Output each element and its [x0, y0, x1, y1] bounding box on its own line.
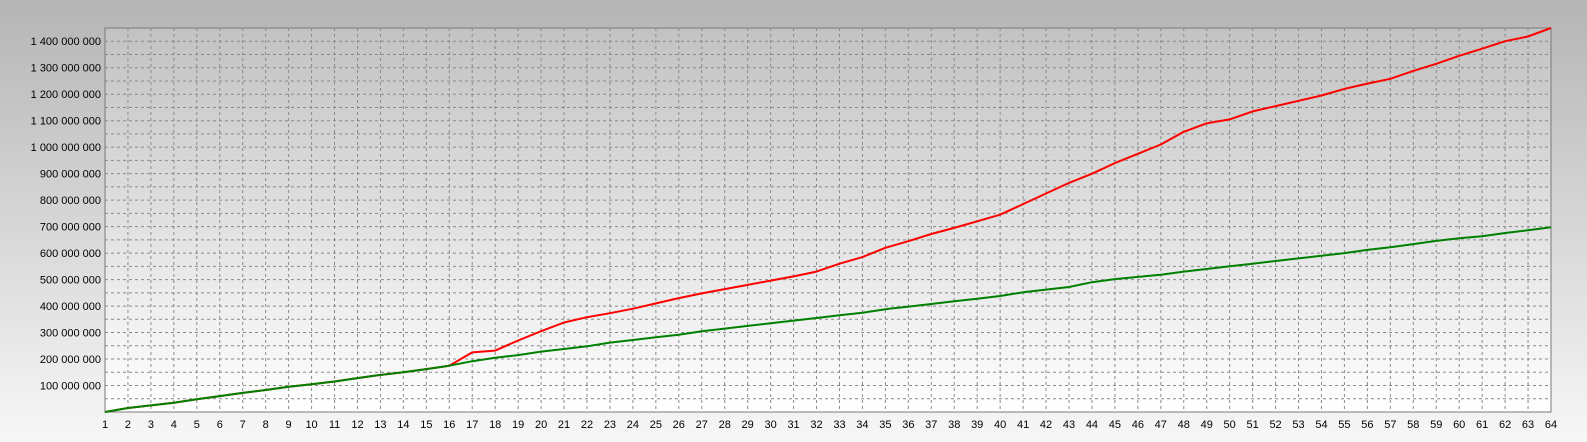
y-axis-ticks: 100 000 000 200 000 000 300 000 000 400 000…: [31, 36, 101, 392]
y-tick-label: 1 100 000 000: [31, 116, 101, 128]
x-tick-label: 53: [1292, 419, 1304, 431]
x-tick-label: 17: [466, 419, 478, 431]
x-tick-label: 3: [148, 419, 154, 431]
x-tick-label: 55: [1338, 419, 1350, 431]
x-tick-label: 16: [443, 419, 455, 431]
x-tick-label: 33: [833, 419, 845, 431]
x-tick-label: 39: [971, 419, 983, 431]
x-tick-label: 12: [351, 419, 363, 431]
series-group: [104, 27, 1552, 413]
x-tick-label: 56: [1361, 419, 1373, 431]
x-tick-label: 64: [1545, 419, 1557, 431]
x-tick-label: 27: [696, 419, 708, 431]
x-tick-label: 19: [512, 419, 524, 431]
x-tick-label: 42: [1040, 419, 1052, 431]
x-tick-label: 26: [673, 419, 685, 431]
x-tick-label: 40: [994, 419, 1006, 431]
x-tick-label: 48: [1178, 419, 1190, 431]
y-tick-label: 200 000 000: [40, 354, 101, 366]
x-tick-label: 22: [581, 419, 593, 431]
y-tick-label: 1 200 000 000: [31, 89, 101, 101]
y-tick-label: 800 000 000: [40, 195, 101, 207]
x-tick-label: 21: [558, 419, 570, 431]
y-tick-label: 100 000 000: [40, 381, 101, 393]
x-tick-label: 15: [420, 419, 432, 431]
plot-area: [104, 27, 1552, 413]
x-tick-label: 1: [102, 419, 108, 431]
x-tick-label: 35: [879, 419, 891, 431]
y-tick-label: 500 000 000: [40, 275, 101, 287]
x-tick-label: 36: [902, 419, 914, 431]
x-tick-label: 7: [240, 419, 246, 431]
y-tick-label: 1 000 000 000: [31, 142, 101, 154]
x-tick-label: 10: [305, 419, 317, 431]
y-tick-label: 300 000 000: [40, 328, 101, 340]
x-tick-label: 11: [329, 419, 340, 431]
x-tick-label: 59: [1430, 419, 1442, 431]
x-tick-label: 41: [1017, 419, 1029, 431]
x-tick-label: 8: [263, 419, 269, 431]
x-tick-label: 2: [125, 419, 131, 431]
series-line-2: [104, 226, 1552, 413]
x-tick-label: 30: [764, 419, 776, 431]
x-tick-label: 52: [1269, 419, 1281, 431]
x-tick-label: 50: [1224, 419, 1236, 431]
x-tick-label: 60: [1453, 419, 1465, 431]
x-tick-label: 5: [194, 419, 200, 431]
y-tick-label: 400 000 000: [40, 301, 101, 313]
x-tick-label: 61: [1476, 419, 1488, 431]
x-tick-label: 54: [1315, 419, 1327, 431]
x-tick-label: 32: [810, 419, 822, 431]
grid: [105, 28, 1551, 412]
x-tick-label: 49: [1201, 419, 1213, 431]
x-tick-label: 23: [604, 419, 616, 431]
y-tick-label: 1 400 000 000: [31, 36, 101, 48]
x-tick-label: 38: [948, 419, 960, 431]
x-tick-label: 63: [1522, 419, 1534, 431]
x-tick-label: 18: [489, 419, 501, 431]
y-tick-label: 900 000 000: [40, 169, 101, 181]
x-tick-label: 58: [1407, 419, 1419, 431]
x-tick-label: 44: [1086, 419, 1098, 431]
x-axis-ticks: 1 2 3 4 5 6 7 8 9 10 11 12 13 14 15 16 17 18 19 20 21 22 23 24 2…: [102, 419, 1557, 431]
y-tick-label: 600 000 000: [40, 248, 101, 260]
x-tick-label: 46: [1132, 419, 1144, 431]
x-tick-label: 13: [374, 419, 386, 431]
x-tick-label: 31: [787, 419, 799, 431]
x-tick-label: 6: [217, 419, 223, 431]
x-tick-label: 37: [925, 419, 937, 431]
x-tick-label: 14: [397, 419, 409, 431]
x-tick-label: 24: [627, 419, 639, 431]
x-tick-label: 62: [1499, 419, 1511, 431]
x-tick-label: 20: [535, 419, 547, 431]
x-tick-label: 28: [719, 419, 731, 431]
x-tick-label: 34: [856, 419, 868, 431]
x-tick-label: 43: [1063, 419, 1075, 431]
x-tick-label: 4: [171, 419, 177, 431]
x-tick-label: 51: [1246, 419, 1258, 431]
x-tick-label: 47: [1155, 419, 1167, 431]
x-tick-label: 57: [1384, 419, 1396, 431]
y-tick-label: 700 000 000: [40, 222, 101, 234]
x-tick-label: 9: [286, 419, 292, 431]
x-tick-label: 25: [650, 419, 662, 431]
x-tick-label: 29: [742, 419, 754, 431]
x-tick-label: 45: [1109, 419, 1121, 431]
y-tick-label: 1 300 000 000: [31, 63, 101, 75]
